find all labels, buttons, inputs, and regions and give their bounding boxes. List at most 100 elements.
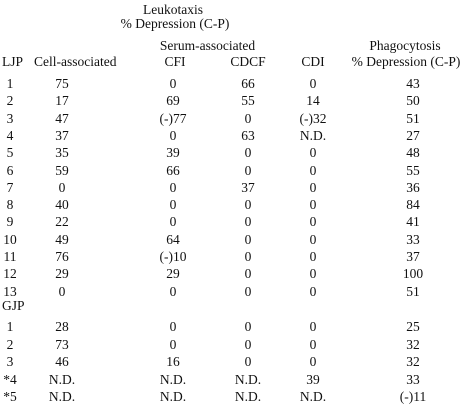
cell-cfi: 0 xyxy=(169,214,177,230)
cell-phagocytosis: 36 xyxy=(406,179,420,195)
cell-phagocytosis: 32 xyxy=(406,336,420,352)
cell-row-id: *5 xyxy=(3,389,17,404)
cell-cfi: (-)10 xyxy=(159,249,187,264)
column-header-group: LJP xyxy=(2,54,24,69)
cell-row-id: 1 xyxy=(6,319,14,334)
cell-phagocytosis: 50 xyxy=(406,93,420,109)
cell-cell-associated: 35 xyxy=(55,145,69,161)
cell-row-id: 6 xyxy=(6,162,14,178)
column-header-cdcf: CDCF xyxy=(230,54,266,69)
cell-cell-associated: 17 xyxy=(55,93,69,109)
cell-phagocytosis: 41 xyxy=(406,214,420,230)
cell-row-id: 10 xyxy=(3,231,17,247)
cell-cdi: N.D. xyxy=(299,389,327,404)
cell-cdi: 0 xyxy=(309,319,317,334)
cell-cell-associated: N.D. xyxy=(48,389,76,404)
serum-associated-heading: Serum-associated xyxy=(159,38,256,53)
leukotaxis-depression-heading: % Depression (C-P) xyxy=(120,16,230,31)
cell-cell-associated: 73 xyxy=(55,336,69,352)
cell-cdcf: 0 xyxy=(244,319,252,334)
cell-cfi: 0 xyxy=(169,319,177,334)
cell-cdcf: 0 xyxy=(244,110,252,126)
cell-cdcf: 66 xyxy=(241,76,255,91)
cell-row-id: *4 xyxy=(3,371,17,387)
cell-phagocytosis: (-)11 xyxy=(399,389,427,404)
cell-cell-associated: 22 xyxy=(55,214,69,230)
column-header-cfi: CFI xyxy=(164,54,186,69)
cell-cdcf: 0 xyxy=(244,231,252,247)
column-header-cell-associated: Cell-associated xyxy=(34,54,117,69)
cell-cdi: 0 xyxy=(309,336,317,352)
cell-phagocytosis: 48 xyxy=(406,145,420,161)
cell-cfi: N.D. xyxy=(159,371,187,387)
cell-cdcf: 0 xyxy=(244,249,252,264)
gjp-group-label: GJP xyxy=(2,298,25,313)
cell-cdi: 0 xyxy=(309,197,317,213)
cell-cdi: 0 xyxy=(309,179,317,195)
cell-cdcf: 0 xyxy=(244,336,252,352)
cell-cfi: 29 xyxy=(166,266,180,282)
cell-cdcf: 0 xyxy=(244,145,252,161)
phagocytosis-heading: Phagocytosis xyxy=(369,38,441,53)
cell-row-id: 11 xyxy=(3,249,17,264)
cell-cell-associated: 37 xyxy=(55,127,69,143)
cell-cell-associated: 46 xyxy=(55,354,69,369)
cell-cfi: 66 xyxy=(166,162,180,178)
cell-row-id: 13 xyxy=(3,283,17,299)
cell-cfi: 39 xyxy=(166,145,180,161)
cell-row-id: 1 xyxy=(6,76,14,91)
cell-cell-associated: 28 xyxy=(55,319,69,334)
cell-cell-associated: 59 xyxy=(55,162,69,178)
cell-row-id: 2 xyxy=(6,336,14,352)
cell-cdi: 0 xyxy=(309,266,317,282)
cell-cdcf: N.D. xyxy=(234,389,262,404)
cell-cdi: N.D. xyxy=(299,127,327,143)
cell-cfi: 0 xyxy=(169,336,177,352)
cell-cdcf: 0 xyxy=(244,214,252,230)
cell-cdi: 0 xyxy=(309,214,317,230)
cell-cdi: (-)32 xyxy=(299,110,327,126)
cell-phagocytosis: 84 xyxy=(406,197,420,213)
cell-cell-associated: N.D. xyxy=(48,371,76,387)
cell-phagocytosis: 55 xyxy=(406,162,420,178)
cell-cfi: 0 xyxy=(169,197,177,213)
cell-cdi: 0 xyxy=(309,283,317,299)
cell-cfi: 0 xyxy=(169,127,177,143)
cell-phagocytosis: 32 xyxy=(406,354,420,369)
cell-cdcf: 0 xyxy=(244,266,252,282)
cell-cell-associated: 47 xyxy=(55,110,69,126)
cell-cdcf: 0 xyxy=(244,354,252,369)
cell-phagocytosis: 33 xyxy=(406,231,420,247)
cell-cfi: N.D. xyxy=(159,389,187,404)
cell-row-id: 3 xyxy=(6,110,14,126)
cell-phagocytosis: 33 xyxy=(406,371,420,387)
cell-cell-associated: 0 xyxy=(58,179,66,195)
cell-phagocytosis: 43 xyxy=(406,76,420,91)
cell-cfi: 16 xyxy=(166,354,180,369)
cell-cfi: (-)77 xyxy=(159,110,187,126)
cell-row-id: 3 xyxy=(6,354,14,369)
leukotaxis-heading: Leukotaxis xyxy=(143,2,203,17)
cell-row-id: 4 xyxy=(6,127,14,143)
cell-cdi: 14 xyxy=(306,93,320,109)
cell-cdcf: 0 xyxy=(244,162,252,178)
cell-row-id: 12 xyxy=(3,266,17,282)
cell-phagocytosis: 100 xyxy=(402,266,424,282)
cell-cdcf: 0 xyxy=(244,197,252,213)
cell-cdcf: 63 xyxy=(241,127,255,143)
cell-phagocytosis: 51 xyxy=(406,283,420,299)
cell-cell-associated: 0 xyxy=(58,283,66,299)
cell-cell-associated: 49 xyxy=(55,231,69,247)
cell-phagocytosis: 27 xyxy=(406,127,420,143)
cell-cfi: 69 xyxy=(166,93,180,109)
cell-row-id: 2 xyxy=(6,93,14,109)
cell-cdcf: 0 xyxy=(244,283,252,299)
cell-cdi: 0 xyxy=(309,162,317,178)
cell-row-id: 8 xyxy=(6,197,14,213)
cell-cfi: 0 xyxy=(169,283,177,299)
cell-cdcf: N.D. xyxy=(234,371,262,387)
cell-cell-associated: 75 xyxy=(55,76,69,91)
cell-cdi: 0 xyxy=(309,145,317,161)
cell-cfi: 0 xyxy=(169,179,177,195)
phagocytosis-depression-heading: % Depression (C-P) xyxy=(351,54,461,69)
